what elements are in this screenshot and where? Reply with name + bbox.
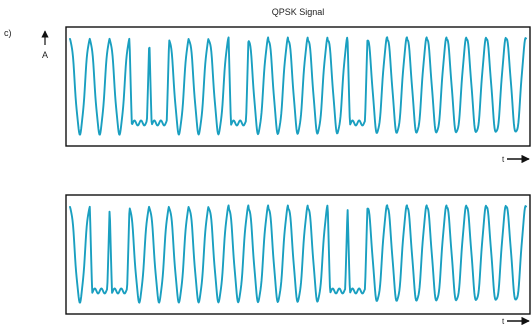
figure-title: QPSK Signal: [272, 7, 325, 17]
top-panel-frame: [65, 26, 531, 147]
top-signal-plot: [69, 36, 527, 136]
bottom-time-label: t: [502, 317, 505, 326]
panel-label: c): [4, 28, 12, 38]
top-time-label: t: [502, 155, 505, 164]
bottom-signal-line: [69, 204, 527, 304]
top-signal-line: [69, 36, 527, 136]
amplitude-label: A: [42, 50, 48, 60]
bottom-signal-plot: [69, 204, 527, 304]
bottom-panel-frame: [65, 194, 531, 315]
